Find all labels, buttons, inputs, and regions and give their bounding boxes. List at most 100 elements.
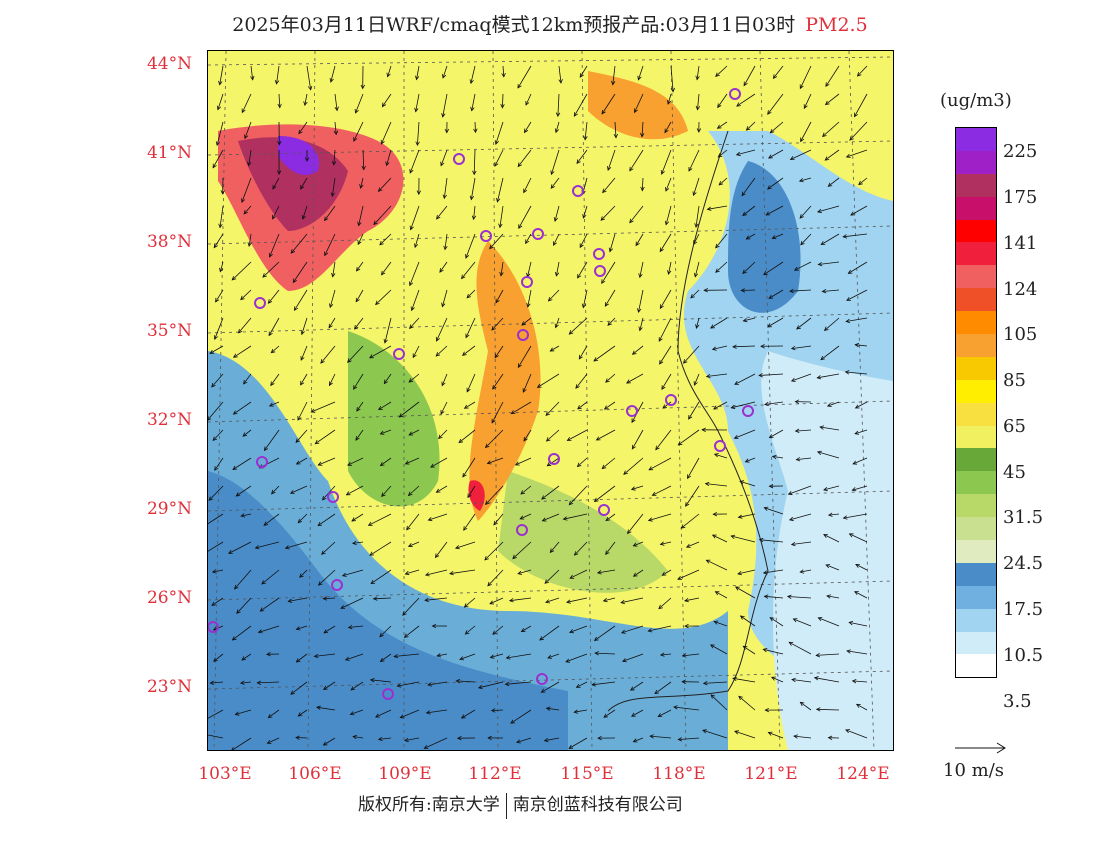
station-marker[interactable]: [327, 491, 339, 503]
wind-vector: [333, 149, 336, 165]
wind-vector: [380, 653, 392, 662]
wind-arrowhead: [525, 239, 530, 245]
wind-arrowhead: [380, 270, 386, 276]
wind-arrowhead: [566, 436, 572, 441]
color-legend-bar: [955, 127, 997, 679]
wind-arrowhead: [277, 140, 282, 146]
wind-vector: [298, 121, 308, 134]
wind-vector: [849, 533, 868, 543]
wind-arrowhead: [566, 599, 571, 604]
station-marker[interactable]: [626, 405, 638, 417]
wind-arrowhead: [758, 373, 763, 378]
lon-label-118: 118°E: [652, 764, 706, 784]
station-marker[interactable]: [593, 248, 605, 260]
wind-vector: [772, 456, 784, 459]
wind-vector: [633, 541, 644, 547]
wind-arrowhead: [347, 624, 353, 630]
wind-vector: [248, 149, 252, 166]
wind-vector: [428, 681, 448, 686]
wind-vector: [710, 317, 728, 329]
wind-vector: [715, 65, 728, 77]
wind-vector: [742, 261, 756, 274]
station-marker[interactable]: [532, 228, 544, 240]
wind-vector: [208, 401, 224, 421]
wind-vector: [466, 373, 476, 392]
wind-vector: [766, 205, 784, 216]
wind-arrowhead: [462, 472, 467, 478]
wind-vector: [353, 736, 364, 739]
station-marker[interactable]: [382, 688, 394, 700]
wind-arrowhead: [267, 299, 273, 304]
wind-vector: [328, 317, 336, 329]
wind-vector: [791, 345, 812, 349]
wind-vector: [596, 429, 616, 441]
lon-label-103: 103°E: [198, 764, 252, 784]
wind-arrowhead: [383, 338, 388, 344]
wind-arrowhead: [825, 82, 830, 88]
wind-arrowhead: [714, 591, 720, 596]
page-title: 2025年03月11日WRF/cmaq模式12km预报产品:03月11日03时 P…: [0, 10, 1100, 37]
legend-swatch: [956, 311, 996, 335]
station-marker[interactable]: [208, 621, 219, 633]
wind-arrowhead: [596, 570, 602, 575]
wind-arrowhead: [730, 534, 736, 539]
wind-arrowhead: [484, 555, 489, 561]
station-marker[interactable]: [517, 329, 529, 341]
station-marker[interactable]: [516, 524, 528, 536]
wind-arrowhead: [272, 214, 276, 220]
wind-arrowhead: [575, 683, 581, 688]
wind-vector: [639, 317, 644, 331]
wind-arrowhead: [767, 110, 772, 115]
station-marker[interactable]: [714, 440, 726, 452]
wind-arrowhead: [354, 108, 359, 114]
wind-vector: [639, 261, 644, 278]
station-marker[interactable]: [665, 394, 677, 406]
wind-arrowhead: [855, 564, 860, 568]
wind-vector: [211, 597, 224, 606]
station-marker[interactable]: [536, 673, 548, 685]
station-marker[interactable]: [453, 153, 465, 165]
station-marker[interactable]: [256, 456, 268, 468]
map-panel[interactable]: [207, 50, 894, 751]
legend-swatch: [956, 379, 996, 403]
wind-vector: [732, 677, 756, 683]
wind-vector: [845, 729, 868, 739]
wind-arrowhead: [215, 297, 220, 303]
wind-vector: [654, 681, 672, 694]
wind-vector: [323, 597, 336, 600]
wind-arrowhead: [706, 206, 712, 211]
station-marker[interactable]: [521, 276, 533, 288]
station-marker[interactable]: [572, 185, 584, 197]
wind-vector: [264, 429, 280, 451]
legend-label-225: 225: [1003, 141, 1038, 162]
wind-vector: [355, 429, 364, 441]
wind-arrowhead: [290, 249, 296, 254]
wind-arrowhead: [734, 730, 739, 735]
wind-arrowhead: [827, 735, 833, 740]
wind-vector: [846, 650, 868, 655]
wind-vector: [769, 429, 784, 438]
wind-arrowhead: [369, 678, 375, 683]
station-marker[interactable]: [729, 88, 741, 100]
station-marker[interactable]: [594, 265, 606, 277]
station-marker[interactable]: [393, 348, 405, 360]
wind-arrowhead: [220, 190, 225, 195]
station-marker[interactable]: [331, 579, 343, 591]
station-marker[interactable]: [598, 504, 610, 516]
wind-arrowhead: [487, 581, 492, 587]
wind-vector: [745, 457, 756, 463]
wind-arrowhead: [553, 241, 557, 246]
station-marker[interactable]: [548, 453, 560, 465]
wind-vector: [301, 317, 308, 335]
station-marker[interactable]: [480, 230, 492, 242]
wind-arrowhead: [520, 490, 525, 495]
station-marker[interactable]: [254, 297, 266, 309]
wind-vector: [818, 617, 840, 627]
station-marker[interactable]: [742, 405, 754, 417]
wind-vector: [304, 93, 308, 106]
wind-arrowhead: [259, 607, 265, 612]
wind-vector: [799, 65, 812, 89]
wind-arrowhead: [329, 78, 334, 83]
legend-label-24-5: 24.5: [1003, 553, 1044, 574]
wind-arrowhead: [788, 516, 794, 522]
